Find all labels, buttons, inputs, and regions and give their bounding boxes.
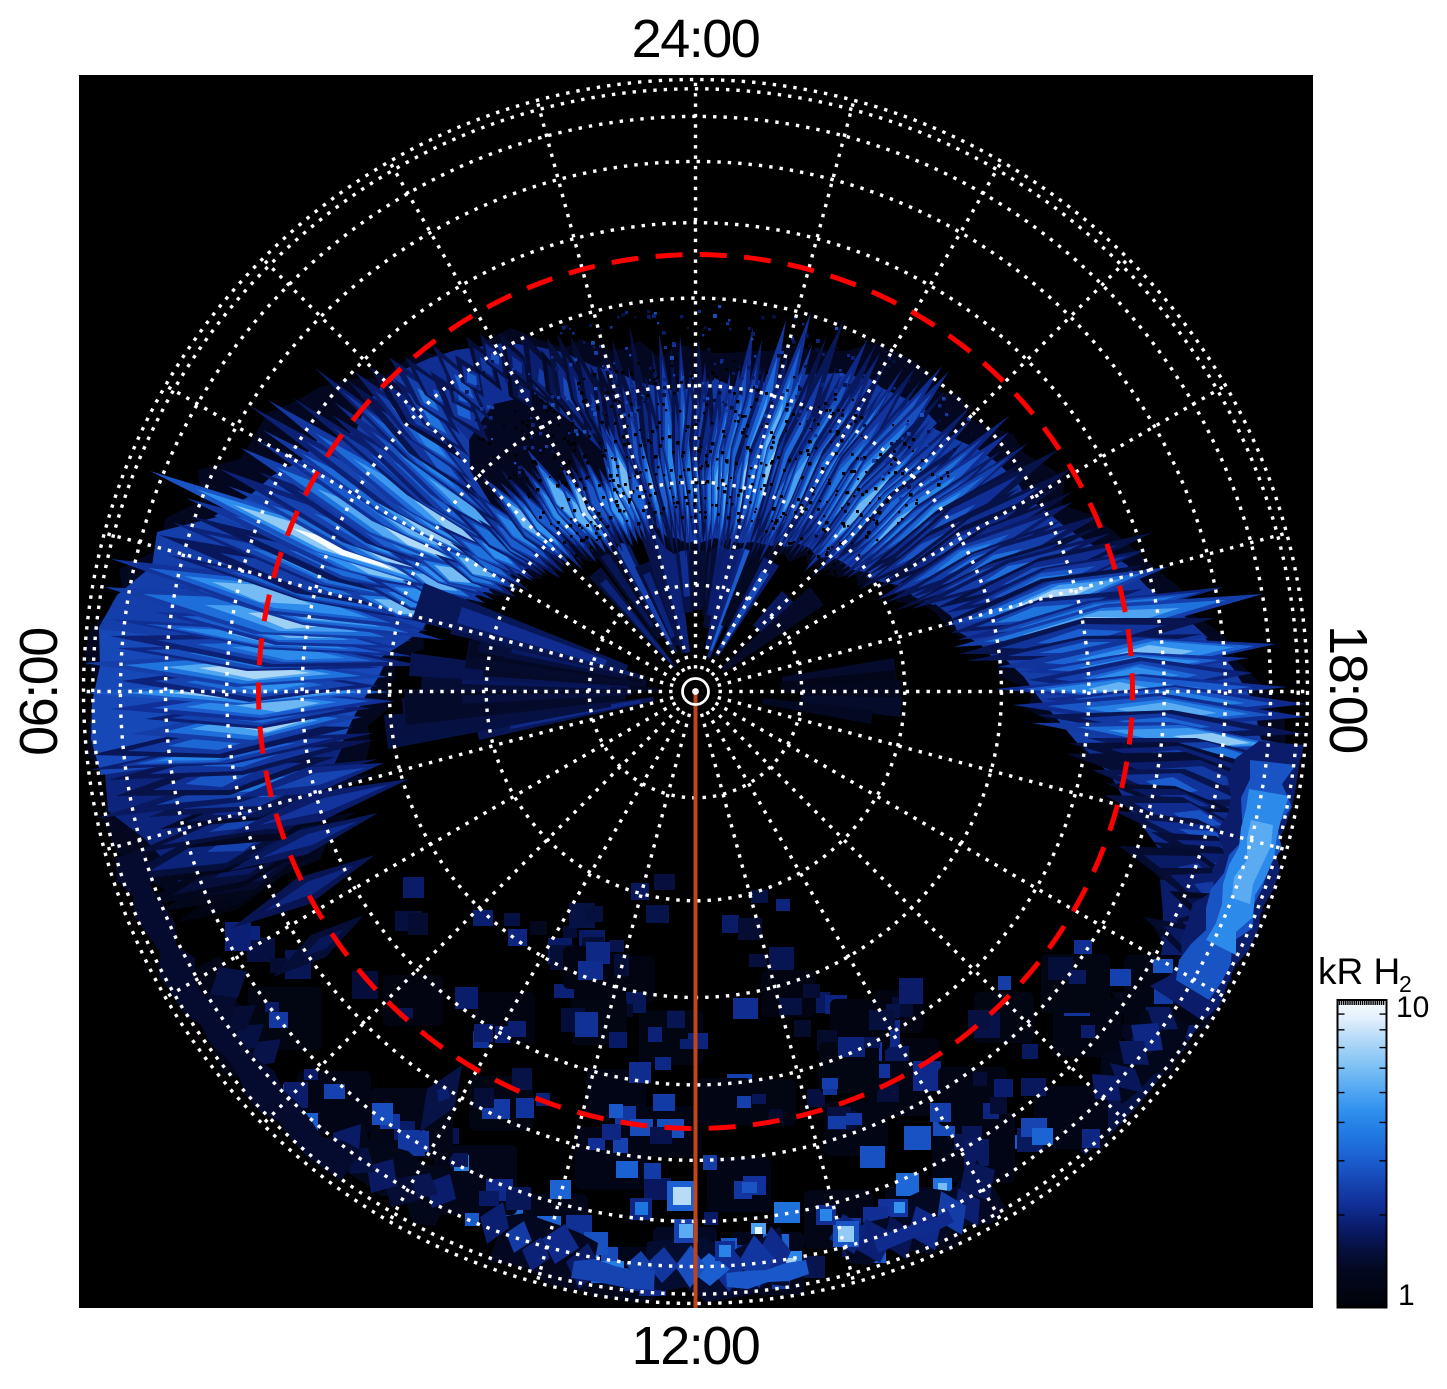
svg-text:1: 1 bbox=[1398, 1279, 1415, 1312]
svg-text:12:00: 12:00 bbox=[632, 1316, 760, 1376]
svg-text:18:00: 18:00 bbox=[1318, 625, 1378, 753]
svg-text:kR H: kR H bbox=[1318, 951, 1400, 992]
svg-text:2: 2 bbox=[1399, 971, 1412, 997]
svg-text:24:00: 24:00 bbox=[632, 9, 760, 69]
svg-text:06:00: 06:00 bbox=[9, 628, 69, 756]
svg-text:10: 10 bbox=[1396, 991, 1429, 1024]
